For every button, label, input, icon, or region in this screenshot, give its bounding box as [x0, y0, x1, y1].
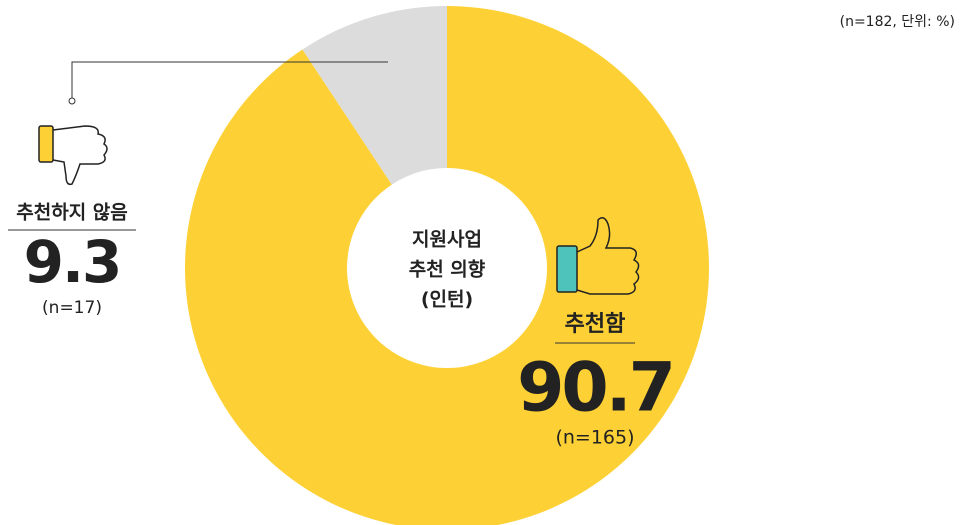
- center-label: (인턴): [421, 289, 473, 311]
- value-label: 90.7: [517, 349, 673, 428]
- thumbs-down-icon: [38, 125, 108, 186]
- leader-dot: [68, 97, 76, 105]
- center-label: 지원사업: [412, 229, 482, 251]
- donut-hole: [347, 168, 547, 368]
- category-label: 추천함: [565, 312, 626, 337]
- sample-label: (n=165): [555, 427, 634, 449]
- slice: [185, 6, 709, 525]
- center-label: 추천 의향: [409, 259, 486, 281]
- sample-label: (n=17): [42, 298, 102, 318]
- thumbs-up-icon: [556, 217, 640, 295]
- note: (n=182, 단위: %): [840, 14, 955, 30]
- value-label: 9.3: [24, 228, 121, 296]
- category-label: 추천하지 않음: [16, 202, 128, 224]
- leader-line: [71, 61, 388, 98]
